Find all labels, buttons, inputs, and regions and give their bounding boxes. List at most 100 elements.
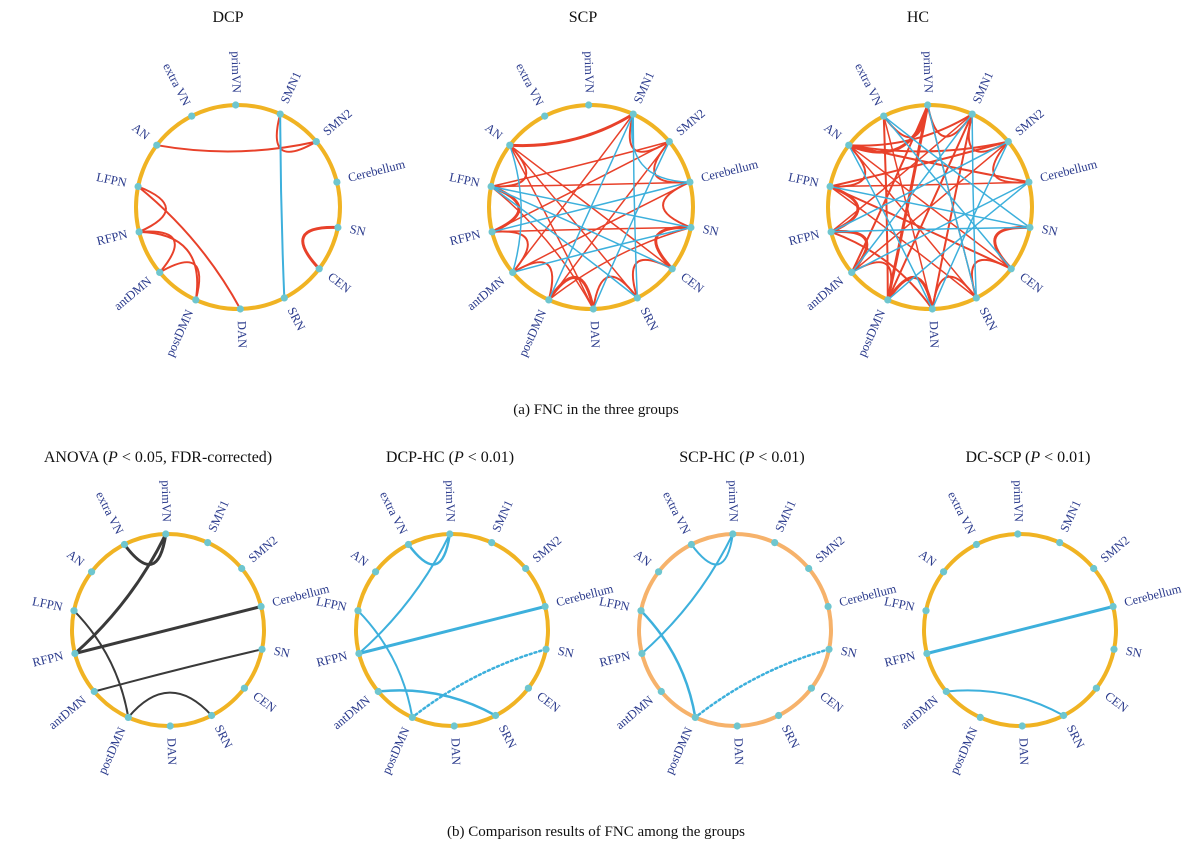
node-label-extraVN: extra VN: [945, 489, 978, 536]
panel-title: SCP-HC (P < 0.01): [679, 449, 805, 466]
edge-LFPN-SMN2: [490, 140, 671, 188]
node-label-SMN2: SMN2: [246, 533, 281, 565]
node-label-SMN1: SMN1: [278, 69, 305, 105]
node-label-SRN: SRN: [1064, 723, 1088, 751]
node-label-SN: SN: [702, 222, 720, 239]
node-postDMN: [124, 713, 132, 722]
edge-SN-antDMN: [511, 226, 692, 274]
edge-RFPN-SMN1: [830, 113, 973, 233]
node-CEN: [1007, 265, 1015, 273]
edge-Cerebellum-postDMN: [887, 181, 1030, 301]
edge-AN-SMN1: [508, 112, 635, 148]
node-Cerebellum: [1109, 602, 1117, 611]
node-CEN: [524, 684, 533, 692]
edge-AN-antDMN: [509, 144, 522, 274]
node-AN: [940, 568, 948, 576]
node-label-DAN: DAN: [235, 321, 250, 348]
node-SMN2: [665, 138, 673, 146]
caption-a: (a) FNC in the three groups: [513, 402, 679, 418]
node-postDMN: [545, 296, 553, 304]
edge-antDMN-primVN: [850, 104, 929, 274]
node-label-DAN: DAN: [165, 738, 180, 765]
edge-LFPN-SMN2: [829, 140, 1010, 188]
edges: [639, 533, 831, 719]
edges: [357, 532, 548, 719]
node-SRN: [1060, 711, 1068, 720]
panel-title-part: DC-SCP (: [966, 449, 1031, 466]
node-label-SRN: SRN: [285, 305, 309, 333]
edge-LFPN-SRN: [829, 185, 978, 299]
node-postDMN: [976, 713, 984, 722]
node-AN: [88, 568, 96, 576]
edge-extraVN-primVN: [407, 532, 452, 566]
node-label-SN: SN: [1125, 644, 1143, 661]
node-RFPN: [135, 228, 143, 236]
edge-DAN-extraVN: [882, 115, 934, 310]
node-Cerebellum: [541, 602, 549, 611]
edge-RFPN-SMN2: [491, 140, 671, 233]
panel-title-part: P: [453, 449, 464, 466]
panel-title: DCP-HC (P < 0.01): [386, 449, 514, 466]
node-postDMN: [192, 296, 200, 304]
node-SMN1: [276, 110, 284, 118]
edge-primVN-RFPN: [640, 533, 734, 655]
edges: [137, 113, 340, 310]
node-postDMN: [884, 296, 892, 304]
edge-primVN-RFPN: [73, 532, 168, 655]
node-label-AN: AN: [129, 120, 152, 142]
node-label-CEN: CEN: [678, 270, 706, 296]
panel-dc_scp: DC-SCP (P < 0.01) extra VN primVN SMN1 SMN2 C…: [883, 449, 1183, 776]
panel-title-part: DCP: [212, 9, 243, 26]
panel-scp: SCP extra VN primVN SMN1 SMN2 Cerebellum SN CEN…: [448, 9, 760, 359]
node-label-DAN: DAN: [1017, 738, 1032, 765]
node-AN: [506, 141, 514, 149]
node-SMN2: [312, 138, 320, 146]
node-label-primVN: primVN: [582, 51, 597, 93]
node-LFPN: [354, 607, 362, 615]
node-RFPN: [923, 649, 931, 658]
edge-SRN-SMN1: [632, 113, 639, 299]
node-label-CEN: CEN: [1102, 689, 1130, 715]
node-DAN: [1018, 722, 1026, 730]
edge-extraVN-postDMN: [882, 115, 889, 301]
node-LFPN: [922, 607, 930, 615]
node-label-CEN: CEN: [1017, 270, 1045, 296]
node-CEN: [668, 265, 676, 273]
node-label-postDMN: postDMN: [95, 725, 128, 776]
node-SN: [258, 645, 266, 653]
edge-RFPN-SN: [491, 226, 692, 233]
node-LFPN: [134, 182, 142, 191]
node-SMN1: [488, 539, 496, 547]
node-RFPN: [638, 649, 646, 658]
edge-SN-CEN: [301, 225, 340, 271]
node-label-LFPN: LFPN: [448, 170, 481, 190]
node-Cerebellum: [686, 178, 694, 186]
node-label-extraVN: extra VN: [160, 61, 193, 108]
node-label-antDMN: antDMN: [898, 693, 941, 732]
edge-SMN1-SMN2: [275, 113, 318, 153]
node-RFPN: [827, 228, 835, 236]
edge-extraVN-primVN: [690, 533, 734, 566]
node-primVN: [162, 530, 170, 538]
node-label-Cerebellum: Cerebellum: [1039, 157, 1099, 185]
node-label-DAN: DAN: [732, 738, 747, 765]
node-postDMN: [691, 713, 699, 722]
edge-SRN-LFPN: [490, 185, 639, 299]
node-label-primVN: primVN: [1011, 480, 1026, 522]
node-extraVN: [687, 540, 696, 549]
edge-CEN-LFPN: [490, 185, 673, 270]
node-DAN: [589, 305, 597, 313]
node-antDMN: [942, 687, 950, 696]
node-label-SMN2: SMN2: [813, 533, 848, 565]
edge-antDMN-Cerebellum: [511, 181, 691, 274]
panel-title-part: ANOVA (: [44, 449, 108, 466]
node-label-RFPN: RFPN: [883, 649, 917, 670]
node-SMN1: [968, 110, 976, 118]
node-label-SMN2: SMN2: [673, 106, 708, 138]
node-SMN2: [238, 564, 246, 573]
node-SN: [542, 645, 550, 653]
node-AN: [372, 568, 380, 576]
node-label-extraVN: extra VN: [660, 489, 693, 536]
edge-primVN-RFPN: [357, 533, 451, 655]
node-AN: [153, 141, 161, 149]
